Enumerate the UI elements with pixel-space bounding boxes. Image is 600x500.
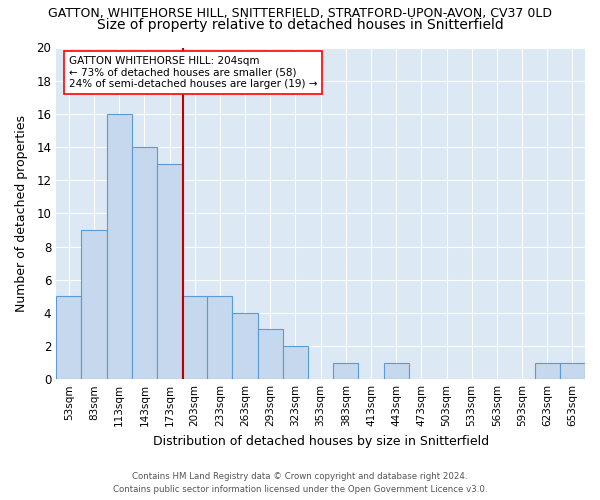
Text: Size of property relative to detached houses in Snitterfield: Size of property relative to detached ho… — [97, 18, 503, 32]
Bar — [333, 362, 358, 379]
Bar — [107, 114, 132, 379]
X-axis label: Distribution of detached houses by size in Snitterfield: Distribution of detached houses by size … — [152, 434, 488, 448]
Text: GATTON, WHITEHORSE HILL, SNITTERFIELD, STRATFORD-UPON-AVON, CV37 0LD: GATTON, WHITEHORSE HILL, SNITTERFIELD, S… — [48, 8, 552, 20]
Bar — [232, 313, 257, 379]
Bar — [182, 296, 207, 379]
Y-axis label: Number of detached properties: Number of detached properties — [15, 115, 28, 312]
Bar — [535, 362, 560, 379]
Text: GATTON WHITEHORSE HILL: 204sqm
← 73% of detached houses are smaller (58)
24% of : GATTON WHITEHORSE HILL: 204sqm ← 73% of … — [69, 56, 317, 89]
Bar — [56, 296, 82, 379]
Text: Contains HM Land Registry data © Crown copyright and database right 2024.
Contai: Contains HM Land Registry data © Crown c… — [113, 472, 487, 494]
Bar — [560, 362, 585, 379]
Bar — [283, 346, 308, 379]
Bar — [207, 296, 232, 379]
Bar — [132, 147, 157, 379]
Bar — [82, 230, 107, 379]
Bar — [157, 164, 182, 379]
Bar — [257, 330, 283, 379]
Bar — [383, 362, 409, 379]
